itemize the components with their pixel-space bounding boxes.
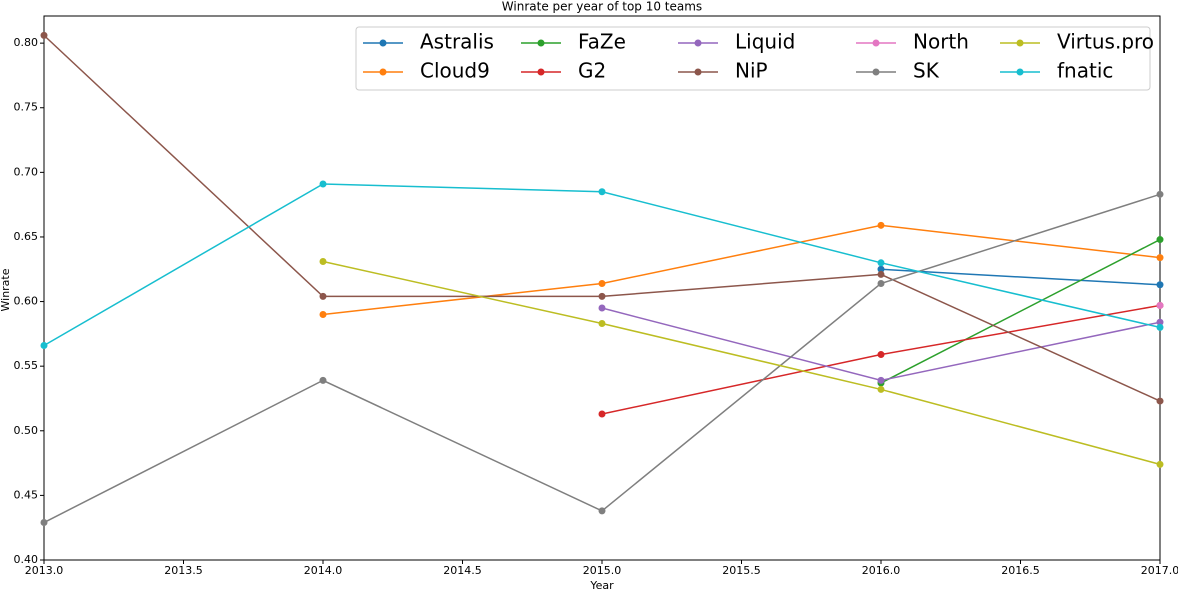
x-tick-label: 2016.5 <box>1001 564 1040 577</box>
point <box>598 507 606 515</box>
legend-label: Virtus.pro <box>1057 30 1154 54</box>
legend-label: Astralis <box>420 30 494 54</box>
x-axis-label: Year <box>589 579 614 590</box>
chart-title: Winrate per year of top 10 teams <box>502 0 702 14</box>
point <box>1156 323 1164 331</box>
legend-marker <box>379 39 387 47</box>
point <box>877 385 885 393</box>
point <box>598 410 606 418</box>
x-tick-label: 2014.5 <box>443 564 482 577</box>
y-tick-label: 0.70 <box>14 165 39 178</box>
point <box>598 292 606 300</box>
y-tick-label: 0.45 <box>14 488 39 501</box>
legend-label: FaZe <box>578 30 626 54</box>
point <box>1156 281 1164 289</box>
point <box>877 265 885 273</box>
x-tick-label: 2014.0 <box>304 564 343 577</box>
legend-marker <box>1016 68 1024 76</box>
point <box>1156 397 1164 405</box>
point <box>1156 460 1164 468</box>
point <box>598 279 606 287</box>
y-axis-label: Winrate <box>0 268 12 311</box>
point <box>319 310 327 318</box>
point <box>319 376 327 384</box>
point <box>598 188 606 196</box>
x-tick-label: 2017.0 <box>1141 564 1178 577</box>
y-tick-label: 0.55 <box>14 359 39 372</box>
point <box>40 31 48 39</box>
point <box>877 376 885 384</box>
point <box>1156 254 1164 262</box>
legend-marker <box>694 39 702 47</box>
point <box>1156 318 1164 326</box>
legend-label: NiP <box>735 59 768 83</box>
series-line <box>322 260 1161 466</box>
point <box>877 259 885 267</box>
legend-marker <box>694 68 702 76</box>
legend-label: North <box>913 30 969 54</box>
y-tick-label: 0.80 <box>14 36 39 49</box>
legend-marker <box>872 68 880 76</box>
legend-marker <box>537 68 545 76</box>
point <box>40 342 48 350</box>
legend-label: fnatic <box>1057 59 1113 83</box>
series-line <box>43 193 1161 524</box>
legend-marker <box>537 39 545 47</box>
x-tick-label: 2013.5 <box>164 564 203 577</box>
point <box>598 304 606 312</box>
series-line <box>880 268 1161 286</box>
y-tick-label: 0.65 <box>14 230 39 243</box>
legend-label: G2 <box>578 59 606 83</box>
x-tick-label: 2015.0 <box>583 564 622 577</box>
y-tick-label: 0.40 <box>14 553 39 566</box>
y-tick-label: 0.60 <box>14 295 39 308</box>
point <box>877 351 885 359</box>
series-line <box>601 307 1161 382</box>
y-tick-label: 0.75 <box>14 101 39 114</box>
legend-label: Liquid <box>735 30 795 54</box>
point <box>1156 190 1164 198</box>
series-line <box>880 238 1161 384</box>
x-tick-label: 2016.0 <box>862 564 901 577</box>
point <box>319 180 327 188</box>
point <box>877 221 885 229</box>
series-line <box>322 224 1161 316</box>
x-tick-label: 2015.5 <box>722 564 761 577</box>
point <box>598 320 606 328</box>
point <box>877 279 885 287</box>
y-tick-label: 0.50 <box>14 424 39 437</box>
x-tick-label: 2013.0 <box>25 564 64 577</box>
point <box>877 270 885 278</box>
series-line <box>601 304 1161 415</box>
legend-marker <box>1016 39 1024 47</box>
point <box>319 258 327 266</box>
point <box>319 292 327 300</box>
legend-label: Cloud9 <box>420 59 490 83</box>
legend-label: SK <box>913 59 940 83</box>
point <box>1156 236 1164 244</box>
legend-marker <box>872 39 880 47</box>
legend-marker <box>379 68 387 76</box>
point <box>40 519 48 527</box>
point <box>1156 301 1164 309</box>
